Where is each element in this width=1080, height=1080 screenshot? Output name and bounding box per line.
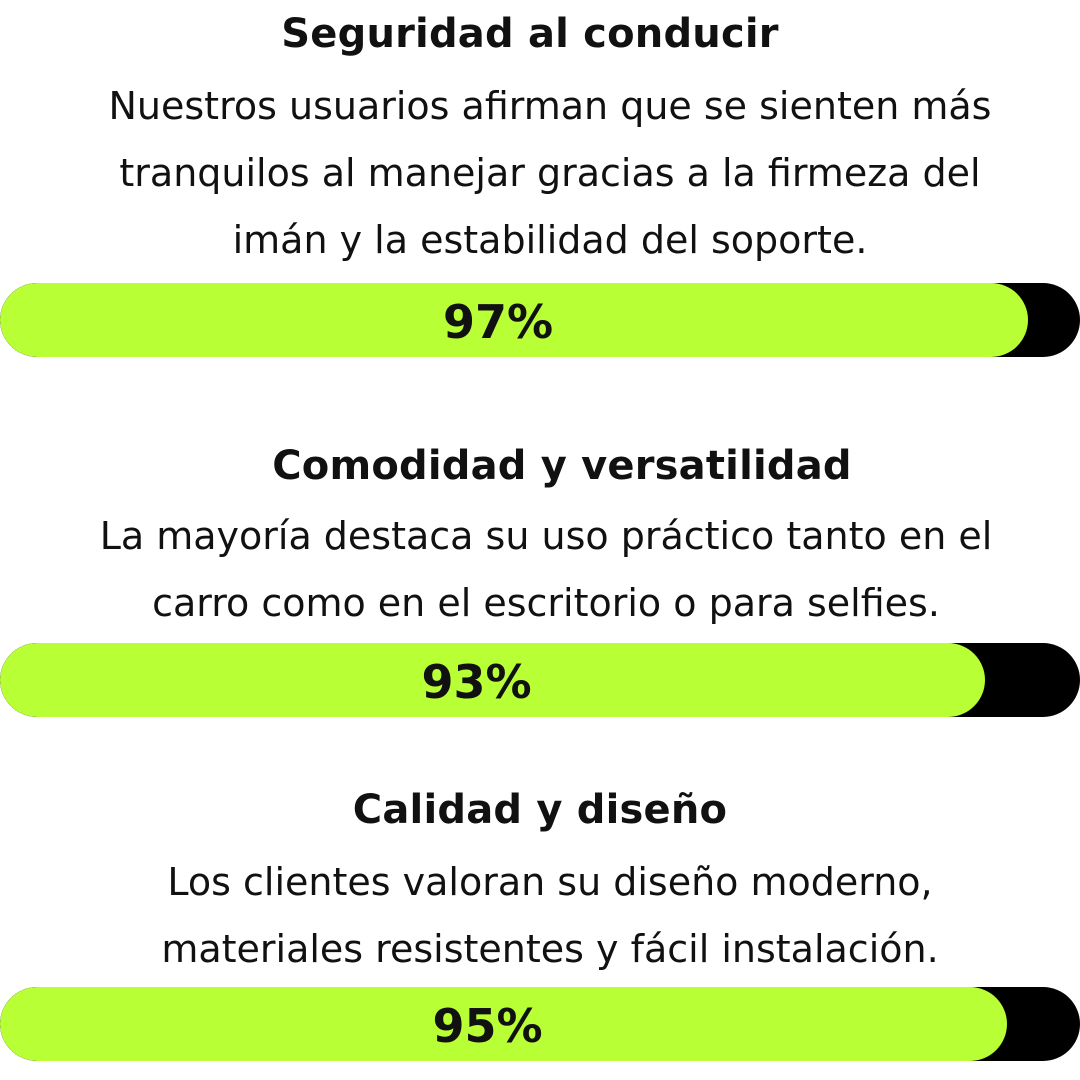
progress-bar-calidad: 95% — [0, 987, 1080, 1061]
description-calidad: Los clientes valoran su diseño moderno, … — [10, 849, 1080, 983]
progress-fill — [0, 283, 1028, 357]
progress-percent-label: 93% — [421, 655, 532, 709]
description-line: materiales resistentes y fácil instalaci… — [161, 927, 939, 971]
description-line: Nuestros usuarios afirman que se sienten… — [108, 84, 992, 128]
title-calidad: Calidad y diseño — [352, 787, 728, 833]
description-line: imán y la estabilidad del soporte. — [232, 218, 868, 262]
description-seguridad: Nuestros usuarios afirman que se sienten… — [10, 73, 1080, 274]
progress-fill — [0, 643, 985, 717]
title-comodidad: Comodidad y versatilidad — [272, 443, 852, 489]
description-line: tranquilos al manejar gracias a la firme… — [119, 151, 981, 195]
progress-percent-label: 97% — [442, 295, 554, 349]
progress-fill — [0, 987, 1007, 1061]
title-seguridad: Seguridad al conducir — [281, 11, 779, 57]
progress-percent-label: 95% — [432, 999, 543, 1053]
description-line: La mayoría destaca su uso práctico tanto… — [99, 514, 993, 558]
description-comodidad: La mayoría destaca su uso práctico tanto… — [6, 503, 1080, 637]
progress-bar-seguridad: 97% — [0, 283, 1080, 357]
description-line: carro como en el escritorio o para selfi… — [152, 581, 940, 625]
progress-bar-comodidad: 93% — [0, 643, 1080, 717]
description-line: Los clientes valoran su diseño moderno, — [167, 860, 933, 904]
